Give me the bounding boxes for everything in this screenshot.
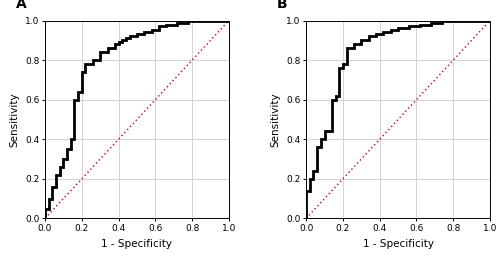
X-axis label: 1 - Specificity: 1 - Specificity bbox=[362, 238, 434, 249]
X-axis label: 1 - Specificity: 1 - Specificity bbox=[102, 238, 172, 249]
Text: A: A bbox=[16, 0, 26, 11]
Y-axis label: Sensitivity: Sensitivity bbox=[10, 92, 20, 147]
Y-axis label: Sensitivity: Sensitivity bbox=[270, 92, 280, 147]
Text: B: B bbox=[276, 0, 287, 11]
